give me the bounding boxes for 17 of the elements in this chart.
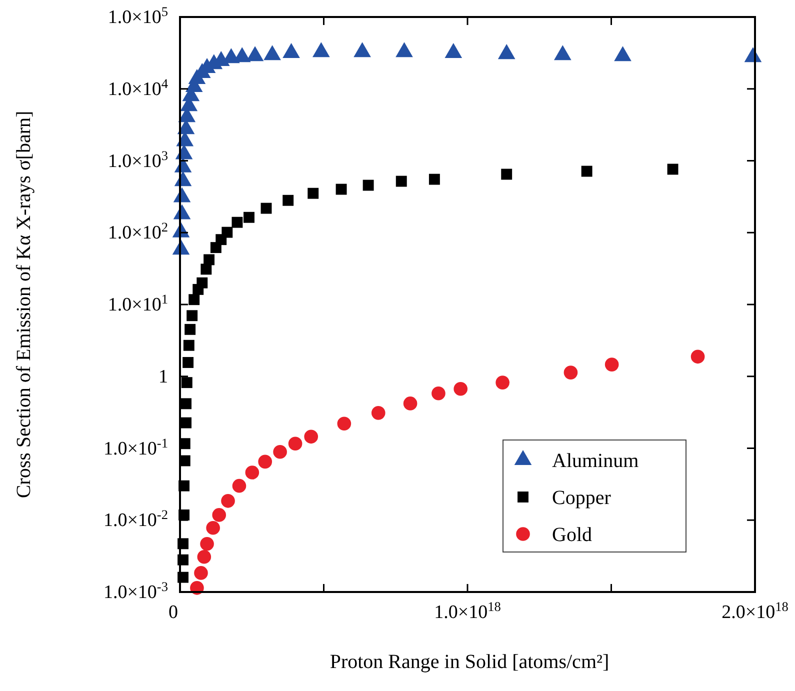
- y-tick-label: 1.0×10$^{5}$: [108, 4, 168, 28]
- y-tick-label: 1.0×10$^{1}$: [108, 291, 168, 316]
- y-tick-label: 1.0×10$^{-1}$: [103, 434, 168, 460]
- x-tick-label: 0: [168, 602, 178, 623]
- y-tick-label: 1.0×10$^{4}$: [108, 75, 168, 100]
- y-tick-label: 1.0×10$^{3}$: [108, 147, 168, 172]
- y-axis-title: Cross Section of Emission of Kα X-rays σ[barn]: [13, 110, 35, 498]
- y-tick-label: 1.0×10$^{2}$: [108, 219, 168, 244]
- legend-label: Aluminum: [552, 450, 640, 472]
- y-tick-label: 1.0×10$^{-2}$: [103, 506, 168, 532]
- legend-label: Gold: [552, 524, 592, 546]
- y-tick-label: 1.0×10$^{-3}$: [103, 578, 168, 603]
- y-tick-label: 1: [158, 366, 168, 388]
- x-axis-title: Proton Range in Solid [atoms/cm²]: [330, 651, 610, 673]
- x-tick-label: 1.0×10$^{18}$: [434, 598, 502, 623]
- legend-label: Copper: [552, 487, 612, 509]
- x-tick-label: 2.0×10$^{18}$: [722, 598, 789, 623]
